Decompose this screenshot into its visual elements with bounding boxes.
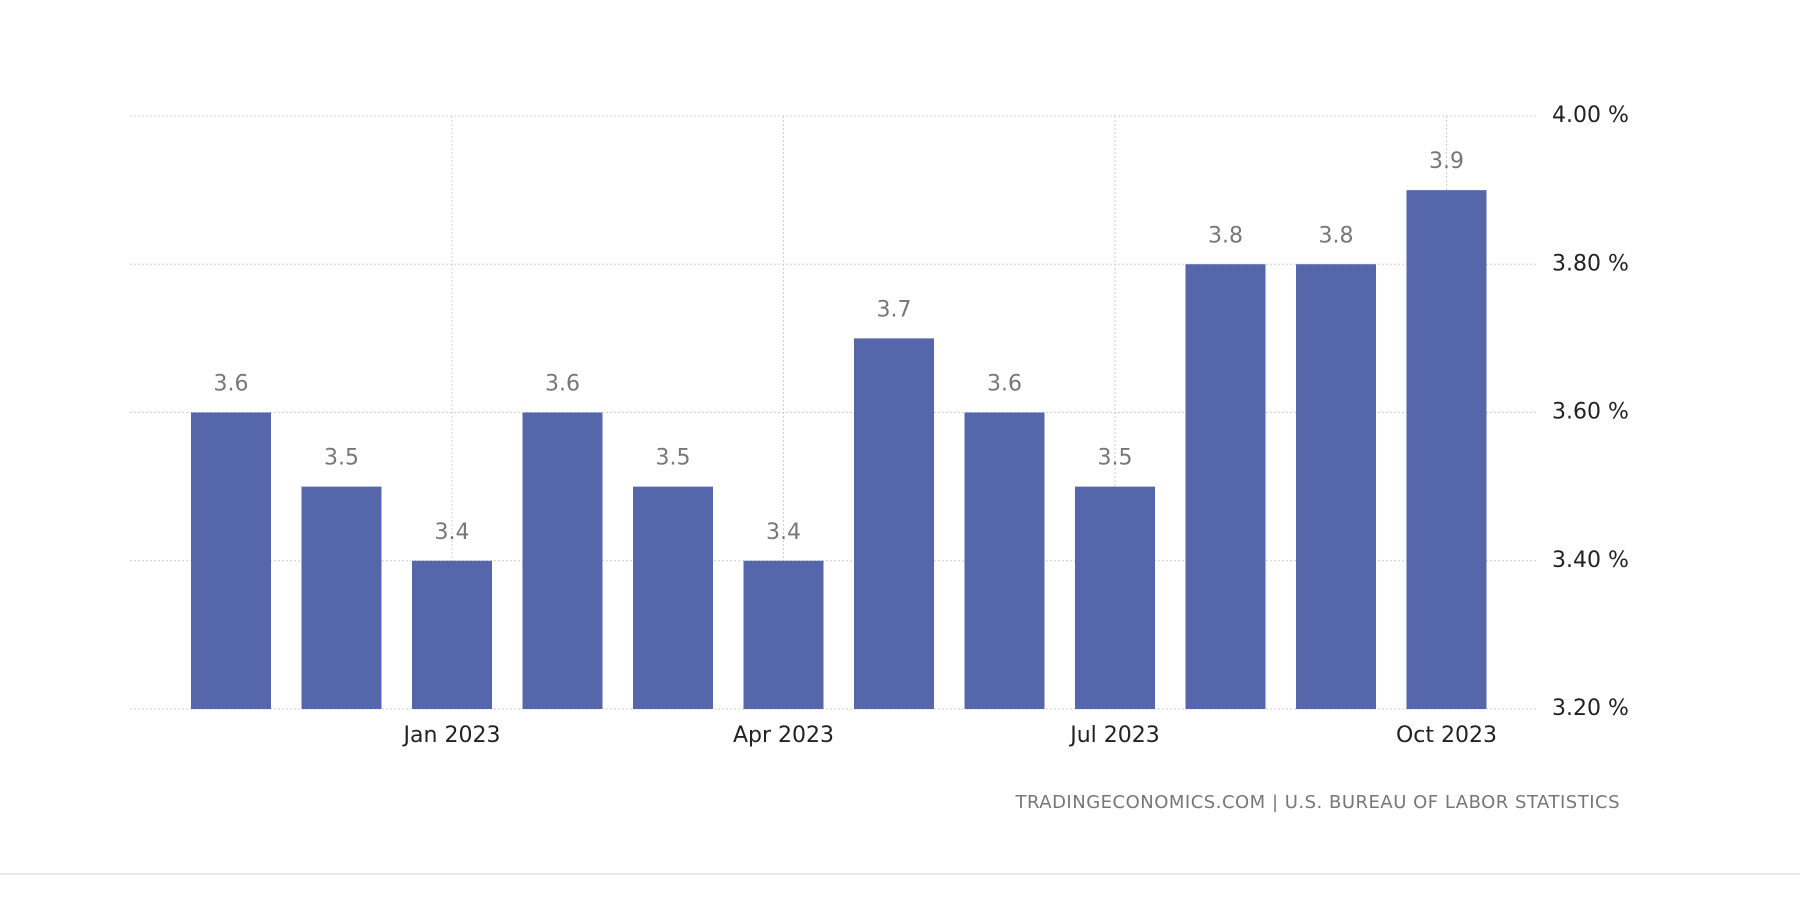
bar [633, 486, 713, 709]
value-label: 3.6 [987, 372, 1022, 397]
bar [743, 560, 824, 709]
value-label: 3.5 [324, 446, 359, 471]
y-tick-label: 3.20 % [1552, 696, 1629, 721]
value-label: 3.9 [1429, 149, 1464, 174]
value-label: 3.6 [545, 372, 580, 397]
y-tick-label: 3.60 % [1552, 400, 1629, 425]
bar [412, 560, 492, 709]
bar [1406, 190, 1487, 709]
bar [1075, 486, 1155, 709]
value-label: 3.8 [1319, 223, 1354, 248]
bar [301, 486, 382, 709]
value-label: 3.7 [877, 297, 912, 322]
x-tick-label: Oct 2023 [1396, 723, 1497, 748]
x-tick-label: Apr 2023 [733, 723, 834, 748]
value-label: 3.8 [1208, 223, 1243, 248]
y-tick-label: 3.80 % [1552, 251, 1629, 276]
bar [1185, 264, 1266, 709]
value-label: 3.4 [435, 520, 470, 545]
bar [522, 412, 603, 709]
value-label: 3.4 [766, 520, 801, 545]
bar [854, 338, 934, 709]
bar [191, 412, 271, 709]
y-tick-label: 4.00 % [1552, 103, 1629, 128]
x-tick-label: Jul 2023 [1068, 723, 1160, 748]
source-note: TRADINGECONOMICS.COM | U.S. BUREAU OF LA… [1014, 792, 1620, 813]
y-tick-label: 3.40 % [1552, 548, 1629, 573]
value-label: 3.6 [214, 372, 249, 397]
value-label: 3.5 [1098, 446, 1133, 471]
x-tick-label: Jan 2023 [402, 723, 501, 748]
value-label: 3.5 [656, 446, 691, 471]
bar [1296, 264, 1376, 709]
bar [964, 412, 1045, 709]
